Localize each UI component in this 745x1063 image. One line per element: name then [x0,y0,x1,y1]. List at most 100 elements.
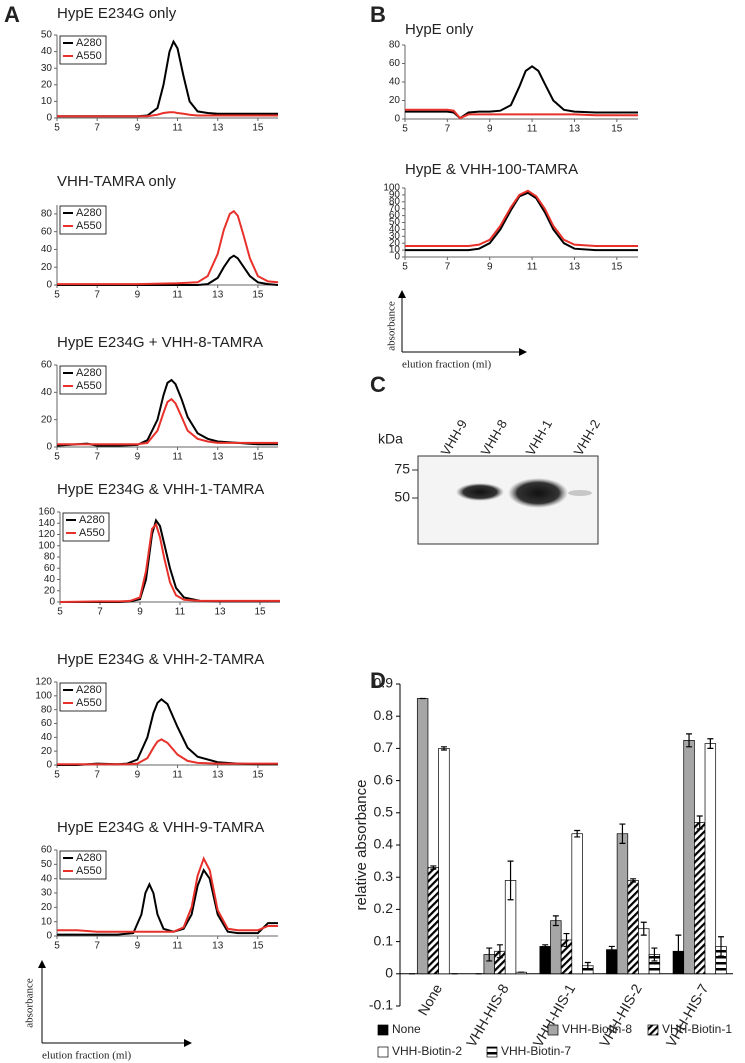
y-tick-label: 60 [41,845,53,856]
chart-title: HypE only [405,21,474,38]
y-tick-label: 20 [44,585,56,596]
error-bar [696,815,703,830]
y-tick-label: 30 [41,888,53,899]
y-tick-label: 0.4 [374,836,394,852]
bar [438,748,450,975]
y-tick-label: 40 [389,77,401,88]
bar [539,946,551,975]
sketch-y-label: absorbance [24,978,36,1028]
x-tick-label: 7 [94,941,100,952]
legend-swatch [486,1046,498,1058]
x-tick-label: 15 [254,607,266,618]
error-bar [675,934,682,968]
x-tick-label: 15 [252,123,264,134]
y-tick-label: 100 [38,540,55,551]
x-tick-label: 15 [611,124,623,135]
legend-label: A550 [76,865,102,877]
western-blot: kDa VHH-9 VHH-8 VHH-1 VHH-2 75 50 [378,417,603,545]
bar [683,739,695,975]
legend-swatch [377,1046,389,1058]
x-tick-label: 5 [402,262,408,273]
bar [427,867,439,975]
series-line [57,856,278,933]
y-tick-label: 0.9 [374,675,394,691]
y-tick-label: 100 [35,690,52,701]
legend-label: A280 [76,684,102,696]
sketch-x-label: elution fraction (ml) [402,359,492,371]
x-tick-label: 15 [252,290,264,301]
error-bar [718,936,725,957]
y-tick-label: 0 [394,252,400,263]
y-tick-label: 30 [41,63,53,74]
series-line [57,867,278,936]
legend-box [59,35,107,65]
y-tick-label: 40 [41,387,53,398]
x-tick-label: 11 [172,452,183,463]
x-tick-label: 13 [569,262,581,273]
bar [704,743,717,975]
lane-label: VHH-1 [523,417,555,458]
series-line [57,254,279,286]
x-tick-label: 11 [172,290,183,301]
legend-label: A550 [76,697,102,709]
y-tick-label: 50 [41,30,53,41]
bar [616,833,629,975]
chart-title: HypE E234G & VHH-1-TAMRA [57,481,264,498]
series-line [57,738,278,766]
x-tick-label: 11 [175,607,186,618]
x-tick-label: 5 [54,770,60,781]
y-tick-label: 0 [46,280,52,291]
x-tick-label: 7 [94,290,100,301]
x-tick-label: 5 [57,607,63,618]
line-chart: HypE E234G & VHH-2-TAMRA 0 20 40 60 80 100 120 5… [35,651,278,781]
sketch-x-label: elution fraction (ml) [42,1050,132,1062]
y-tick-label: 10 [41,916,53,927]
legend-label: A280 [79,514,105,526]
y-tick-label: 40 [41,46,53,57]
legend-box [59,682,107,712]
x-tick-label: 13 [212,123,224,134]
y-tick-label: 10 [41,96,53,107]
error-bar [574,829,581,838]
series-line [405,191,638,252]
x-tick-label: 13 [212,452,224,463]
chart-title: HypE E234G only [57,5,177,22]
x-tick-label: 9 [487,124,493,135]
legend-swatch [647,1024,659,1036]
lane-label: VHH-9 [438,417,470,458]
y-tick-label: 40 [41,244,53,255]
line-chart: HypE E234G & VHH-1-TAMRA0204060801001201… [38,481,280,618]
error-bar [486,947,493,962]
chart-title: HypE E234G + VHH-8-TAMRA [57,334,263,351]
x-tick-label: 5 [54,941,60,952]
error-bar [584,961,591,970]
y-tick-label: 0.3 [374,868,394,884]
panel-label: B [370,2,386,27]
panel-label: D [370,668,386,693]
y-tick-label: 80 [389,196,401,207]
legend-swatch [377,1024,389,1036]
legend-label: None [392,1022,421,1036]
legend-label: VHH-Biotin-2 [392,1044,462,1058]
y-tick-label: 160 [38,507,55,518]
y-tick-label: 60 [41,718,53,729]
y-axis-label: relative absorbance [353,780,370,911]
y-tick-label: 0 [46,760,52,771]
y-tick-label: -0.1 [369,997,393,1013]
series-line [405,108,638,120]
y-tick-label: 0.1 [374,932,394,948]
x-tick-label: 5 [402,124,408,135]
y-tick-label: 40 [41,873,53,884]
x-tick-label: 11 [172,770,183,781]
y-tick-label: 60 [389,58,401,69]
x-tick-label: 5 [54,452,60,463]
series-line [56,378,278,447]
lane-label: VHH-8 [478,417,510,458]
x-tick-label: 7 [445,124,451,135]
y-tick-label: 80 [41,704,53,715]
legend-box [59,850,107,880]
y-tick-label: 20 [41,262,53,273]
error-bar [640,921,647,936]
bar [550,920,562,975]
